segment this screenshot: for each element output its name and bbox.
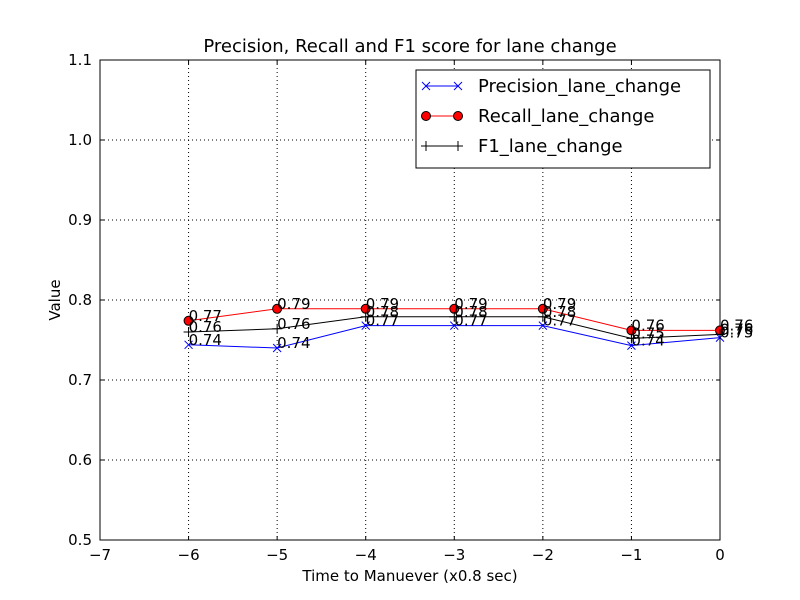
legend-box [415, 69, 711, 169]
series-recall-lane-change [183, 303, 725, 336]
data-point-precision-lane-change [272, 343, 282, 353]
data-point-f1-lane-change [272, 323, 283, 334]
data-label-f1-lane-change: 0.78 [454, 303, 487, 321]
legend-label: F1_lane_change [478, 136, 623, 157]
data-label-precision-lane-change: 0.77 [543, 312, 576, 330]
data-label-recall-lane-change: 0.79 [543, 295, 576, 313]
series-f1-lane-change [183, 311, 725, 344]
data-point-f1-lane-change [449, 311, 460, 322]
data-point-precision-lane-change [538, 321, 548, 330]
data-point-precision-lane-change [627, 341, 636, 350]
data-label-precision-lane-change: 0.77 [454, 312, 487, 330]
legend-label: Recall_lane_change [478, 106, 654, 127]
y-axis-label: Value [46, 279, 64, 320]
x-tick-label: −7 [89, 546, 111, 564]
x-tick-label: −6 [178, 546, 200, 564]
legend: Precision_lane_change Recall_lane_change F… [415, 69, 711, 169]
data-point-f1-lane-change [183, 327, 194, 337]
y-tick-label: 1.1 [68, 51, 92, 69]
data-point-precision-lane-change [361, 321, 371, 330]
marker-stroke [361, 321, 371, 330]
x-tick-label: −3 [443, 546, 465, 564]
y-tick-label: 0.7 [68, 371, 92, 389]
x-tick-label: −5 [266, 546, 288, 564]
data-point-precision-lane-change [184, 340, 193, 350]
data-label-f1-lane-change: 0.78 [543, 303, 576, 321]
data-label-f1-lane-change: 0.76 [189, 318, 222, 336]
marker-stroke [627, 341, 636, 350]
data-point-f1-lane-change [715, 329, 725, 340]
data-label-f1-lane-change: 0.75 [631, 324, 664, 342]
marker-stroke [453, 81, 463, 91]
data-point-f1-lane-change [360, 311, 371, 322]
legend-marker [421, 81, 431, 91]
data-label-precision-lane-change: 0.74 [631, 332, 664, 350]
x-axis-label: Time to Manuever (x0.8 sec) [301, 567, 517, 585]
x-tick-label: −2 [532, 546, 554, 564]
data-point-recall-lane-change [183, 315, 194, 326]
legend-item-f1-lane-change: F1_lane_change [421, 136, 623, 157]
legend-item-precision-lane-change: Precision_lane_change [421, 76, 681, 97]
y-tick-label: 0.6 [68, 451, 92, 469]
legend-marker [453, 81, 463, 91]
data-label-recall-lane-change: 0.79 [454, 295, 487, 313]
legend-marker [453, 111, 463, 121]
data-label-recall-lane-change: 0.76 [720, 316, 753, 334]
legend-marker [453, 141, 463, 151]
data-labels: 0.74 0.740.77 0.77 0.770.74 0.750.770.79 0.79… [189, 295, 754, 352]
data-label-f1-lane-change: 0.78 [366, 303, 399, 321]
data-label-precision-lane-change: 0.74 [189, 331, 222, 349]
chart-title: Precision, Recall and F1 score for lane … [203, 36, 616, 57]
data-label-recall-lane-change: 0.79 [277, 295, 310, 313]
y-tick-label: 0.9 [68, 211, 92, 229]
data-label-precision-lane-change: 0.77 [366, 312, 399, 330]
x-tick-label: −1 [620, 546, 642, 564]
data-label-precision-lane-change: 0.75 [720, 324, 753, 342]
x-tick-label: 0 [715, 546, 725, 564]
data-label-recall-lane-change: 0.76 [631, 316, 664, 334]
marker-stroke [421, 81, 431, 91]
marker-stroke [272, 343, 282, 353]
data-label-f1-lane-change: 0.76 [720, 320, 753, 338]
data-label-recall-lane-change: 0.79 [366, 295, 399, 313]
data-label-f1-lane-change: 0.76 [277, 315, 310, 333]
marker-stroke [538, 321, 548, 330]
series [183, 303, 725, 353]
x-tick-label: −4 [355, 546, 377, 564]
legend-marker [421, 141, 431, 151]
y-tick-label: 0.8 [68, 291, 92, 309]
y-tick-label: 1.0 [68, 131, 92, 149]
data-point-precision-lane-change [449, 321, 459, 330]
data-point-f1-lane-change [626, 333, 637, 344]
data-point-f1-lane-change [537, 311, 548, 322]
legend-marker [421, 111, 431, 121]
data-label-recall-lane-change: 0.77 [189, 307, 222, 325]
data-point-recall-lane-change [272, 303, 283, 314]
y-tick-label: 0.5 [68, 531, 92, 549]
legend-item-recall-lane-change: Recall_lane_change [421, 106, 654, 127]
marker-stroke [184, 340, 193, 350]
marker-stroke [449, 321, 459, 330]
axis-ticks: −7 −6 −5 −4 −3 −2 −1 0 0.5 0.6 0.7 0.8 0.9 1.0 1.1 [68, 51, 725, 564]
legend-label: Precision_lane_change [478, 76, 681, 97]
data-label-precision-lane-change: 0.74 [277, 334, 310, 352]
